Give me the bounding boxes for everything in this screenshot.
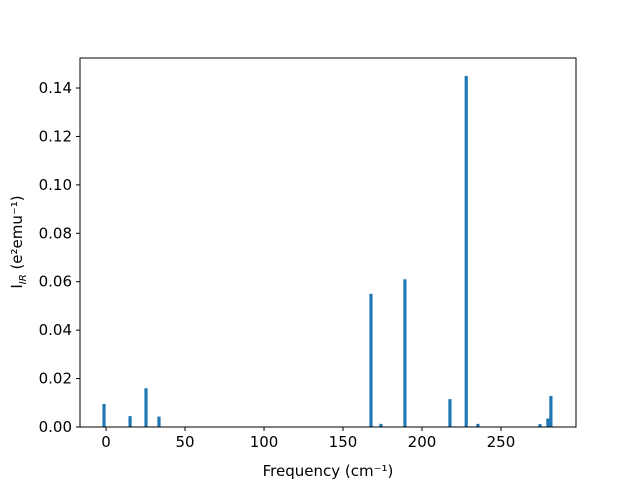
bar	[546, 418, 550, 427]
plot-frame	[79, 57, 577, 428]
bar	[102, 403, 106, 427]
y-tick-label: 0.04	[39, 321, 72, 339]
bar	[157, 416, 161, 427]
bar	[476, 423, 480, 427]
bar	[549, 396, 553, 427]
x-axis-label: Frequency (cm⁻¹)	[263, 462, 394, 480]
y-label-rest: (e²emu⁻¹)	[8, 195, 26, 274]
bar	[448, 399, 452, 427]
bar	[464, 75, 468, 427]
y-tick-label: 0.08	[39, 224, 72, 242]
bar	[369, 293, 373, 427]
bar	[379, 423, 383, 427]
y-label-sub: IR	[18, 274, 29, 284]
x-tick-label: 250	[487, 433, 516, 451]
x-tick-label: 150	[329, 433, 358, 451]
y-tick-label: 0.14	[39, 79, 72, 97]
y-tick-label: 0.00	[39, 418, 72, 436]
bar	[128, 416, 132, 427]
y-tick-label: 0.10	[39, 176, 72, 194]
x-tick-label: 100	[250, 433, 279, 451]
x-tick-label: 0	[101, 433, 111, 451]
y-label-main: I	[8, 284, 26, 288]
bar	[403, 279, 407, 427]
bar	[538, 424, 542, 427]
x-tick-label: 50	[175, 433, 194, 451]
x-tick-label: 200	[408, 433, 437, 451]
bar	[144, 388, 148, 427]
y-tick-label: 0.02	[39, 370, 72, 388]
y-tick-label: 0.12	[39, 127, 72, 145]
y-axis-label: IIR (e²emu⁻¹)	[8, 195, 29, 288]
y-tick-label: 0.06	[39, 273, 72, 291]
